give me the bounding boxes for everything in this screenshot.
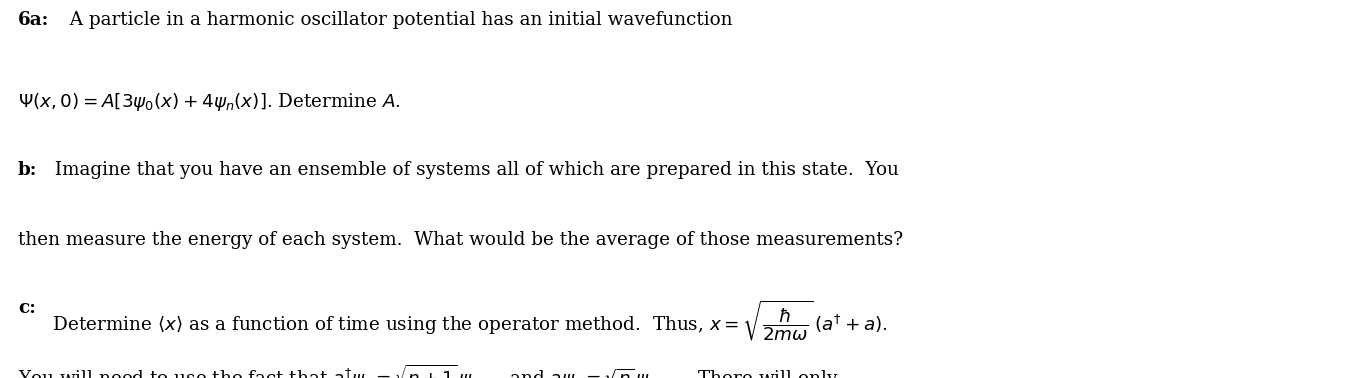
- Text: 6a:: 6a:: [18, 11, 49, 29]
- Text: You will need to use the fact that $a^{\dagger}\psi_n = \sqrt{n+1}\,\psi_{n+1}$ : You will need to use the fact that $a^{\…: [18, 363, 839, 378]
- Text: $\Psi(x, 0) = A[3\psi_0(x) + 4\psi_n(x)]$. Determine $A$.: $\Psi(x, 0) = A[3\psi_0(x) + 4\psi_n(x)]…: [18, 91, 400, 113]
- Text: b:: b:: [18, 161, 37, 179]
- Text: A particle in a harmonic oscillator potential has an initial wavefunction: A particle in a harmonic oscillator pote…: [59, 11, 732, 29]
- Text: c:: c:: [18, 299, 36, 317]
- Text: Imagine that you have an ensemble of systems all of which are prepared in this s: Imagine that you have an ensemble of sys…: [42, 161, 899, 179]
- Text: Determine $\langle x \rangle$ as a function of time using the operator method.  : Determine $\langle x \rangle$ as a funct…: [41, 299, 888, 343]
- Text: then measure the energy of each system.  What would be the average of those meas: then measure the energy of each system. …: [18, 231, 903, 249]
